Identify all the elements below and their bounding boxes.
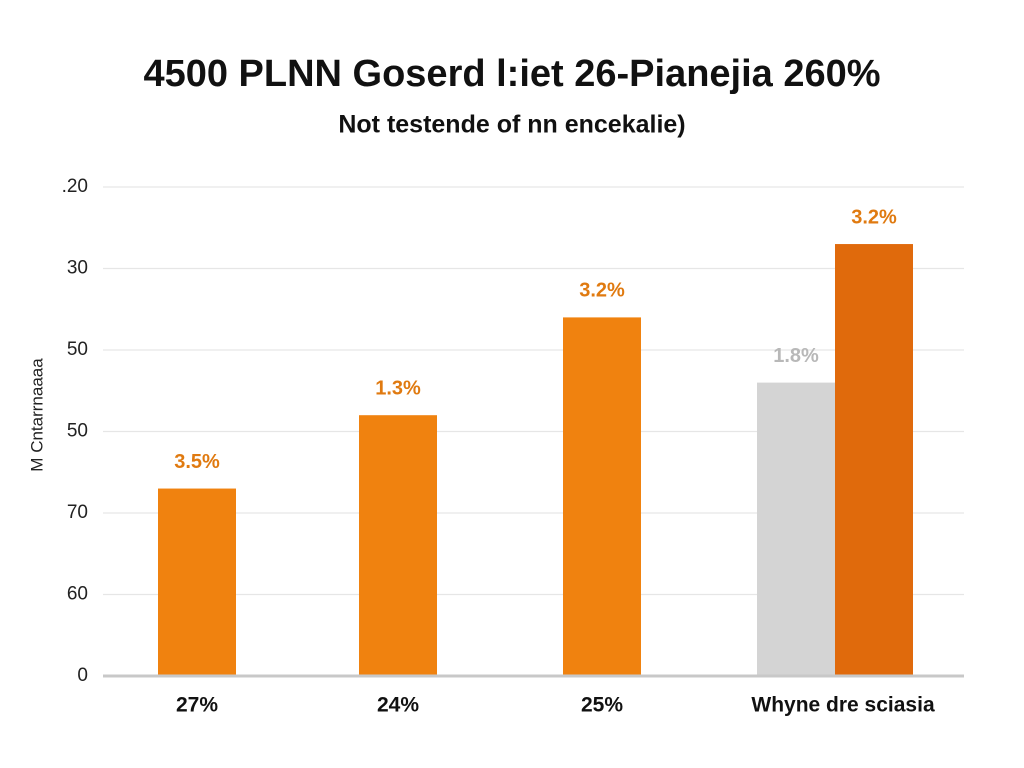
chart-subtitle: Not testende of nn encekalie)	[338, 111, 685, 139]
y-tick-label: 30	[67, 258, 88, 279]
data-label: 3.2%	[851, 206, 897, 228]
bar	[359, 415, 437, 676]
y-tick-label: 0	[77, 665, 88, 686]
y-tick-label: 70	[67, 502, 88, 523]
y-tick-label: 50	[67, 339, 88, 360]
data-label: 1.8%	[773, 345, 819, 367]
x-tick-label: 24%	[377, 694, 419, 717]
bar	[757, 382, 835, 676]
chart-title: 4500 PLNN Goserd l:iet 26-Pianejia 260%	[143, 53, 880, 95]
x-tick-label: Whyne dre sciasia	[751, 694, 935, 717]
data-label: 3.5%	[174, 451, 220, 473]
bar	[563, 317, 641, 676]
data-label: 3.2%	[579, 280, 625, 302]
y-tick-label: 50	[67, 421, 88, 442]
y-tick-label: 60	[67, 584, 88, 605]
data-label: 1.3%	[375, 377, 421, 399]
y-axis-title: M Cntarrnaaaa	[27, 358, 46, 472]
x-tick-label: 25%	[581, 694, 623, 717]
bar	[158, 488, 236, 676]
bar	[835, 244, 913, 677]
y-tick-label: .20	[62, 176, 88, 197]
x-tick-label: 27%	[176, 694, 218, 717]
